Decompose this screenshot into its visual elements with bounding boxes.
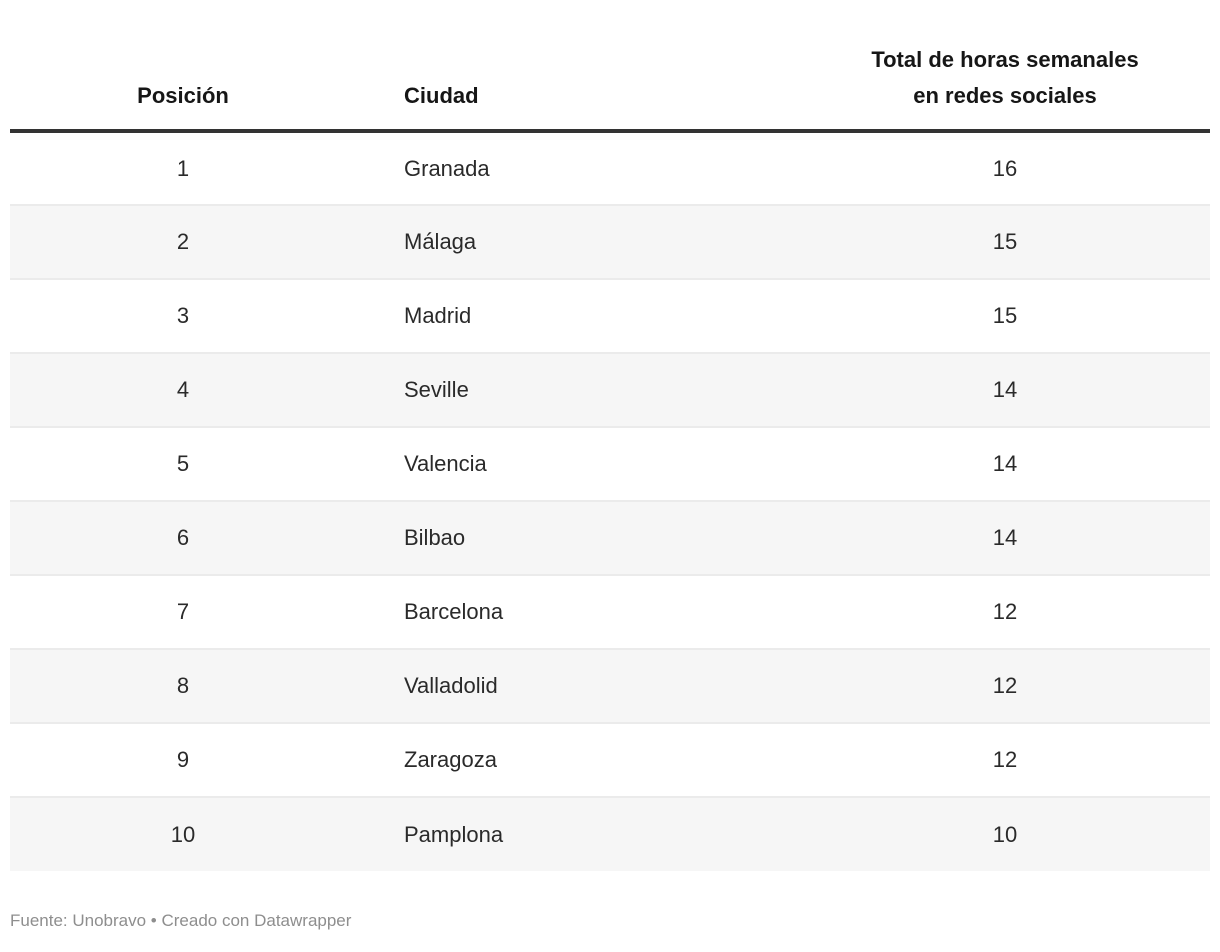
cell-hours: 14 bbox=[800, 352, 1210, 427]
cell-position: 8 bbox=[10, 648, 356, 723]
cell-hours: 15 bbox=[800, 204, 1210, 279]
column-header-ciudad: Ciudad bbox=[356, 0, 800, 133]
table-row: 10 Pamplona 10 bbox=[10, 796, 1210, 871]
cell-city: Zaragoza bbox=[356, 722, 800, 797]
cell-city: Madrid bbox=[356, 278, 800, 353]
table-row: 2 Málaga 15 bbox=[10, 204, 1210, 279]
cell-city: Bilbao bbox=[356, 500, 800, 575]
column-header-total-horas-line2: en redes sociales bbox=[913, 83, 1097, 108]
cell-city: Granada bbox=[404, 155, 490, 181]
column-header-posicion: Posición bbox=[10, 0, 356, 133]
cell-hours: 12 bbox=[800, 574, 1210, 649]
cell-position: 7 bbox=[10, 574, 356, 649]
cell-position: 5 bbox=[10, 426, 356, 501]
cell-hours: 16 bbox=[992, 155, 1018, 181]
table-body: 1 Granada 16 2 Málaga 15 3 Madrid 15 4 S… bbox=[10, 131, 1210, 871]
cell-hours: 12 bbox=[800, 722, 1210, 797]
table-row: 7 Barcelona 12 bbox=[10, 574, 1210, 649]
column-header-total-horas-line1: Total de horas semanales bbox=[871, 47, 1139, 72]
table-row: 4 Seville 14 bbox=[10, 352, 1210, 427]
table-row: 8 Valladolid 12 bbox=[10, 648, 1210, 723]
source-attribution: Fuente: Unobravo • Creado con Datawrappe… bbox=[10, 911, 352, 930]
cell-position: 3 bbox=[10, 278, 356, 353]
cell-position: 2 bbox=[10, 204, 356, 279]
cell-position: 10 bbox=[10, 796, 356, 871]
table-row: 6 Bilbao 14 bbox=[10, 500, 1210, 575]
table-row: 1 Granada 16 bbox=[10, 131, 1210, 205]
cell-hours: 15 bbox=[800, 278, 1210, 353]
cell-position: 6 bbox=[10, 500, 356, 575]
header-row: Posición Ciudad Total de horas semanales… bbox=[10, 0, 1210, 133]
cell-hours: 10 bbox=[800, 796, 1210, 871]
cell-hours: 14 bbox=[800, 426, 1210, 501]
table-row: 5 Valencia 14 bbox=[10, 426, 1210, 501]
cell-position: 1 bbox=[176, 155, 190, 181]
ranking-table: Posición Ciudad Total de horas semanales… bbox=[10, 0, 1210, 871]
column-header-total-horas: Total de horas semanales en redes social… bbox=[800, 0, 1210, 133]
cell-position: 9 bbox=[10, 722, 356, 797]
table-header: Posición Ciudad Total de horas semanales… bbox=[10, 0, 1210, 133]
table-row: 9 Zaragoza 12 bbox=[10, 722, 1210, 797]
cell-city: Pamplona bbox=[356, 796, 800, 871]
table-row: 3 Madrid 15 bbox=[10, 278, 1210, 353]
cell-city: Valencia bbox=[356, 426, 800, 501]
cell-hours: 12 bbox=[800, 648, 1210, 723]
cell-hours: 14 bbox=[800, 500, 1210, 575]
cell-position: 4 bbox=[10, 352, 356, 427]
cell-city: Barcelona bbox=[356, 574, 800, 649]
cell-city: Valladolid bbox=[356, 648, 800, 723]
cell-city: Seville bbox=[356, 352, 800, 427]
cell-city: Málaga bbox=[356, 204, 800, 279]
